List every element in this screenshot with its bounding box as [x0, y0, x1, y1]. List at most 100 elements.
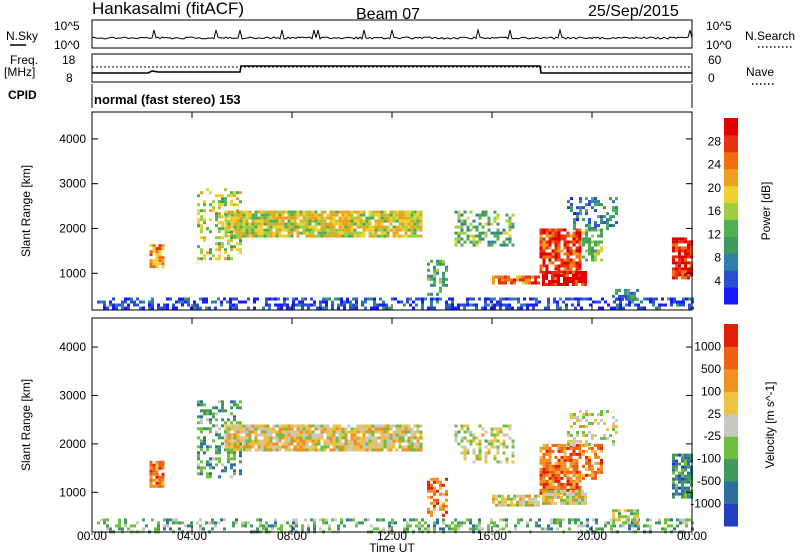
heatmap-cell	[688, 303, 691, 307]
heatmap-cell	[181, 521, 184, 525]
heatmap-cell	[371, 228, 375, 232]
heatmap-cell	[658, 521, 661, 525]
heatmap-cell	[200, 409, 203, 413]
heatmap-cell	[591, 446, 594, 450]
heatmap-cell	[574, 518, 577, 522]
heatmap-cell	[169, 527, 172, 531]
heatmap-cell	[266, 228, 270, 232]
heatmap-cell	[278, 433, 282, 437]
heatmap-cell	[314, 216, 318, 220]
heatmap-cell	[151, 306, 154, 310]
heatmap-cell	[547, 300, 550, 304]
heatmap-cell	[236, 234, 240, 238]
heatmap-cell	[436, 480, 439, 484]
heatmap-cell	[230, 236, 233, 240]
heatmap-cell	[559, 524, 562, 528]
heatmap-cell	[341, 231, 345, 235]
heatmap-cell	[557, 252, 561, 256]
heatmap-cell	[365, 445, 369, 449]
heatmap-cell	[531, 281, 534, 285]
heatmap-cell	[239, 248, 242, 252]
heatmap-cell	[359, 213, 363, 217]
heatmap-cell	[350, 427, 354, 431]
heatmap-cell	[649, 300, 652, 304]
heatmap-cell	[187, 297, 190, 301]
heatmap-cell	[347, 442, 351, 446]
heatmap-cell	[305, 213, 309, 217]
heatmap-cell	[329, 213, 333, 217]
heatmap-cell	[202, 300, 205, 304]
heatmap-cell	[155, 466, 159, 470]
heatmap-cell	[235, 306, 238, 310]
heatmap-cell	[675, 474, 678, 478]
heatmap-cell	[380, 216, 384, 220]
heatmap-cell	[557, 274, 560, 277]
power-heatmap	[97, 188, 694, 310]
heatmap-cell	[359, 225, 363, 229]
heatmap-cell	[578, 501, 581, 505]
heatmap-cell	[496, 213, 500, 217]
heatmap-cell	[239, 469, 242, 473]
heatmap-cell	[235, 521, 238, 525]
heatmap-cell	[403, 303, 406, 307]
heatmap-cell	[687, 243, 690, 247]
heatmap-cell	[290, 222, 294, 226]
heatmap-cell	[197, 457, 200, 461]
heatmap-cell	[567, 434, 570, 437]
heatmap-cell	[221, 442, 224, 446]
colorbar-tick-label: 28	[708, 134, 722, 148]
heatmap-cell	[326, 433, 330, 437]
heatmap-cell	[281, 433, 285, 437]
heatmap-cell	[508, 303, 511, 307]
heatmap-cell	[350, 216, 354, 220]
heatmap-cell	[606, 224, 609, 228]
heatmap-cell	[263, 442, 267, 446]
heatmap-cell	[380, 436, 384, 440]
heatmap-cell	[389, 219, 393, 223]
heatmap-cell	[344, 234, 348, 238]
heatmap-cell	[322, 300, 325, 304]
heatmap-cell	[281, 436, 285, 440]
heatmap-cell	[149, 253, 153, 257]
heatmap-cell	[460, 243, 464, 247]
heatmap-cell	[433, 504, 436, 508]
heatmap-cell	[600, 464, 603, 468]
heatmap-cell	[350, 219, 354, 223]
heatmap-cell	[275, 436, 279, 440]
heatmap-cell	[205, 300, 208, 304]
heatmap-cell	[569, 234, 573, 238]
heatmap-cell	[439, 492, 442, 496]
heatmap-cell	[406, 527, 409, 531]
heatmap-cell	[278, 219, 282, 223]
heatmap-cell	[329, 436, 333, 440]
heatmap-cell	[239, 225, 243, 229]
heatmap-cell	[548, 498, 551, 502]
heatmap-cell	[621, 515, 624, 519]
heatmap-cell	[560, 495, 563, 499]
heatmap-cell	[319, 306, 322, 310]
heatmap-cell	[127, 303, 130, 307]
heatmap-cell	[256, 527, 259, 531]
heatmap-cell	[418, 521, 421, 525]
heatmap-cell	[148, 300, 151, 304]
heatmap-cell	[380, 442, 384, 446]
heatmap-cell	[451, 521, 454, 525]
heatmap-cell	[368, 219, 372, 223]
heatmap-cell	[206, 472, 209, 476]
heatmap-cell	[313, 303, 316, 307]
heatmap-cell	[224, 436, 228, 440]
heatmap-cell	[576, 218, 579, 222]
x-tick-label: 08:00	[277, 529, 307, 543]
heatmap-cell	[382, 303, 385, 307]
heatmap-cell	[374, 213, 378, 217]
heatmap-cell	[233, 225, 237, 229]
heatmap-cell	[502, 243, 506, 247]
nsky-strip-frame	[91, 19, 693, 49]
heatmap-cell	[401, 234, 405, 238]
heatmap-cell	[158, 475, 162, 479]
heatmap-cell	[361, 300, 364, 304]
heatmap-cell	[567, 443, 570, 446]
heatmap-cell	[619, 524, 622, 528]
heatmap-cell	[155, 460, 159, 464]
heatmap-cell	[269, 210, 273, 214]
